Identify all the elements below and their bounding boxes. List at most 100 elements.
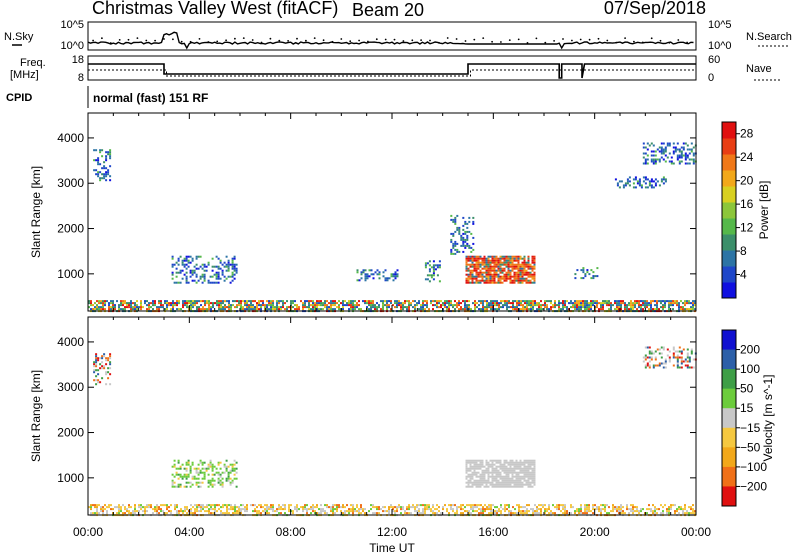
echo-cell: [189, 465, 192, 468]
echo-cell: [648, 508, 650, 511]
echo-cell: [644, 356, 647, 359]
echo-cell: [144, 506, 146, 509]
echo-cell: [588, 302, 590, 305]
echo-cell: [452, 306, 454, 309]
echo-cell: [576, 306, 578, 309]
echo-cell: [109, 155, 112, 158]
echo-cell: [98, 504, 100, 507]
echo-cell: [424, 508, 426, 511]
echo-cell: [236, 306, 238, 309]
echo-cell: [436, 512, 438, 515]
echo-cell: [500, 306, 502, 309]
echo-cell: [530, 304, 532, 307]
echo-cell: [262, 302, 264, 305]
echo-cell: [662, 512, 664, 515]
echo-cell: [630, 300, 632, 303]
echo-cell: [392, 510, 394, 513]
echo-cell: [514, 306, 516, 309]
echo-cell: [616, 184, 619, 187]
echo-cell: [420, 504, 422, 507]
noise-search-dot: [606, 39, 609, 42]
echo-cell: [656, 508, 658, 511]
echo-cell: [646, 186, 649, 189]
echo-cell: [388, 512, 390, 515]
echo-cell: [481, 279, 484, 282]
echo-cell: [481, 263, 484, 266]
echo-cell: [466, 230, 469, 233]
echo-cell: [130, 304, 132, 307]
echo-cell: [144, 300, 146, 303]
echo-cell: [487, 273, 490, 276]
echo-cell: [487, 475, 490, 478]
echo-cell: [465, 467, 468, 470]
echo-cell: [223, 275, 226, 278]
echo-cell: [511, 263, 514, 266]
echo-cell: [508, 506, 510, 509]
echo-cell: [256, 510, 258, 513]
echo-cell: [184, 302, 186, 305]
echo-cell: [402, 308, 404, 311]
echo-cell: [684, 300, 686, 303]
echo-cell: [482, 508, 484, 511]
echo-cell: [485, 469, 488, 472]
echo-cell: [562, 308, 564, 311]
echo-cell: [580, 306, 582, 309]
echo-cell: [512, 300, 514, 303]
echo-cell: [217, 271, 220, 274]
echo-cell: [197, 255, 200, 258]
echo-cell: [690, 150, 693, 153]
echo-cell: [352, 510, 354, 513]
echo-cell: [96, 512, 98, 515]
echo-cell: [522, 506, 524, 509]
echo-cell: [186, 512, 188, 515]
echo-cell: [521, 485, 524, 488]
echo-cell: [434, 304, 436, 307]
echo-cell: [472, 222, 475, 225]
echo-cell: [467, 279, 470, 282]
echo-cell: [464, 506, 466, 509]
echo-cell: [526, 504, 528, 507]
echo-cell: [688, 366, 691, 369]
echo-cell: [500, 510, 502, 513]
echo-cell: [436, 266, 439, 269]
echo-cell: [221, 483, 224, 486]
echo-cell: [531, 467, 534, 470]
echo-cell: [200, 504, 202, 507]
echo-cell: [491, 473, 494, 476]
echo-cell: [456, 226, 459, 229]
velocity-colorbar-swatch: [722, 427, 736, 448]
echo-cell: [422, 512, 424, 515]
echo-cell: [198, 306, 200, 309]
echo-cell: [500, 302, 502, 305]
echo-cell: [519, 477, 522, 480]
echo-cell: [324, 512, 326, 515]
echo-cell: [473, 257, 476, 260]
echo-cell: [140, 306, 142, 309]
echo-cell: [519, 267, 522, 270]
echo-cell: [596, 300, 598, 303]
echo-cell: [600, 510, 602, 513]
echo-cell: [462, 238, 465, 241]
echo-cell: [211, 465, 214, 468]
echo-cell: [160, 306, 162, 309]
echo-cell: [642, 356, 645, 359]
echo-cell: [101, 367, 104, 370]
echo-cell: [471, 481, 474, 484]
echo-cell: [525, 475, 528, 478]
echo-cell: [233, 467, 236, 470]
echo-cell: [272, 306, 274, 309]
echo-cell: [472, 510, 474, 513]
echo-cell: [318, 302, 320, 305]
echo-cell: [662, 148, 665, 151]
echo-cell: [650, 160, 653, 163]
echo-cell: [475, 267, 478, 270]
echo-cell: [634, 510, 636, 513]
echo-cell: [674, 302, 676, 305]
echo-cell: [582, 302, 584, 305]
echo-cell: [448, 306, 450, 309]
echo-cell: [336, 508, 338, 511]
echo-cell: [489, 263, 492, 266]
echo-cell: [487, 271, 490, 274]
echo-cell: [193, 269, 196, 272]
echo-cell: [195, 273, 198, 276]
